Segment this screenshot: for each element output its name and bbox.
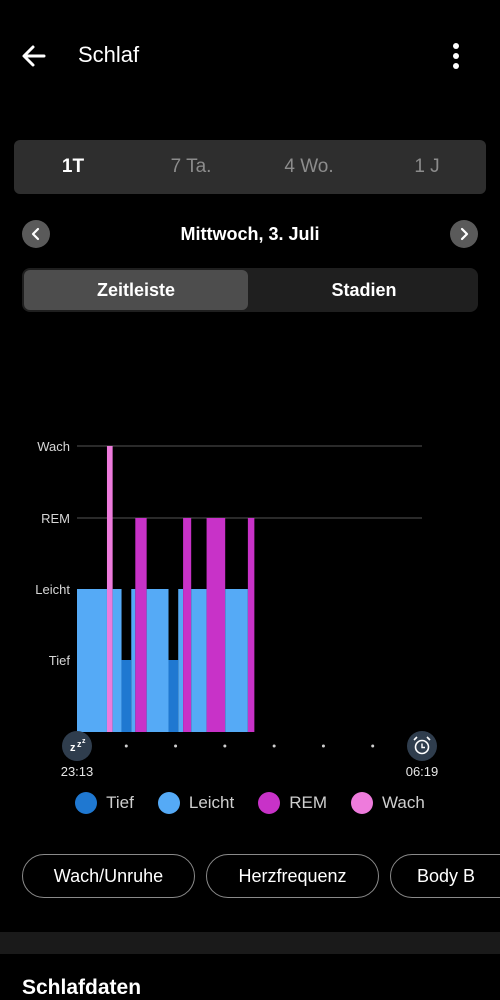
y-tick-label: Leicht: [35, 582, 70, 597]
chevron-left-icon: [31, 227, 40, 241]
sleep-segment-leicht: [178, 589, 184, 732]
legend-label: Tief: [106, 793, 134, 812]
tab-1-year[interactable]: 1 J: [414, 156, 440, 177]
period-tabs: 1T 7 Ta. 4 Wo. 1 J: [14, 140, 486, 194]
section-divider: [0, 932, 500, 954]
sleep-segment-leicht: [146, 589, 169, 732]
legend-item-leicht: Leicht: [157, 792, 235, 814]
legend-label: Wach: [382, 793, 425, 812]
next-day-button[interactable]: [450, 220, 478, 248]
section-title: Schlafdaten: [22, 976, 142, 999]
x-tick-dot: [223, 744, 227, 748]
chevron-right-icon: [460, 227, 469, 241]
sleep-segment-wach: [106, 446, 113, 732]
more-options-icon[interactable]: [444, 40, 468, 72]
tab-1-day[interactable]: 1T: [61, 156, 85, 177]
view-toggle: Zeitleiste Stadien: [22, 268, 478, 312]
sleep-segment-leicht: [131, 589, 136, 732]
legend-swatch-leicht: [157, 792, 180, 814]
x-tick-dot: [272, 744, 276, 748]
previous-day-button[interactable]: [22, 220, 50, 248]
svg-text:z: z: [77, 739, 82, 749]
back-arrow-icon[interactable]: [18, 40, 50, 72]
y-tick-label: REM: [41, 511, 70, 526]
tab-7-days[interactable]: 7 Ta.: [170, 156, 212, 177]
legend-item-wach: Wach: [351, 792, 425, 814]
sleep-segment-leicht: [225, 589, 248, 732]
sleep-segment-rem: [247, 518, 255, 732]
legend-swatch-rem: [258, 792, 281, 814]
x-tick-dot: [321, 744, 325, 748]
alarm-clock-icon: [407, 731, 437, 761]
end-time-label: 06:19: [406, 764, 439, 779]
page-title: Schlaf: [78, 42, 140, 67]
y-tick-label: Wach: [37, 439, 70, 454]
x-tick-dot: [124, 744, 128, 748]
sleep-segment-tief: [168, 660, 179, 732]
sleep-start-icon: z z z: [62, 731, 92, 761]
legend-swatch-tief: [75, 792, 98, 814]
y-tick-label: Tief: [49, 653, 71, 668]
sleep-timeline-chart: Tief Leicht REM Wach z z z 23:13 06:19: [35, 439, 439, 779]
tab-4-weeks[interactable]: 4 Wo.: [284, 156, 334, 177]
legend-item-rem: REM: [258, 792, 327, 814]
chart-legend: Tief Leicht REM Wach: [0, 792, 500, 814]
tab-timeline[interactable]: Zeitleiste: [24, 270, 248, 310]
sleep-segment-tief: [121, 660, 132, 732]
x-tick-dot: [174, 744, 178, 748]
sleep-segment-leicht: [77, 589, 107, 732]
svg-text:z: z: [82, 738, 86, 745]
tab-stages[interactable]: Stadien: [331, 279, 397, 300]
chip-herzfrequenz[interactable]: Herzfrequenz: [206, 854, 379, 898]
legend-label: Leicht: [188, 793, 235, 812]
x-tick-dot: [371, 744, 375, 748]
svg-text:z: z: [70, 742, 76, 754]
start-time-label: 23:13: [61, 764, 94, 779]
legend-swatch-wach: [351, 792, 374, 814]
metric-chips: Wach/Unruhe Herzfrequenz Body B: [22, 854, 500, 900]
chip-body-battery[interactable]: Body B: [390, 854, 500, 898]
sleep-segment-leicht: [112, 589, 122, 732]
sleep-segment-leicht: [191, 589, 207, 732]
legend-label: REM: [289, 793, 328, 812]
chip-wach-unruhe[interactable]: Wach/Unruhe: [22, 854, 195, 898]
sleep-segment-rem: [183, 518, 192, 732]
legend-item-tief: Tief: [75, 792, 134, 814]
sleep-segment-rem: [135, 518, 147, 732]
current-date: Mittwoch, 3. Juli: [180, 224, 320, 244]
sleep-segment-rem: [206, 518, 226, 732]
